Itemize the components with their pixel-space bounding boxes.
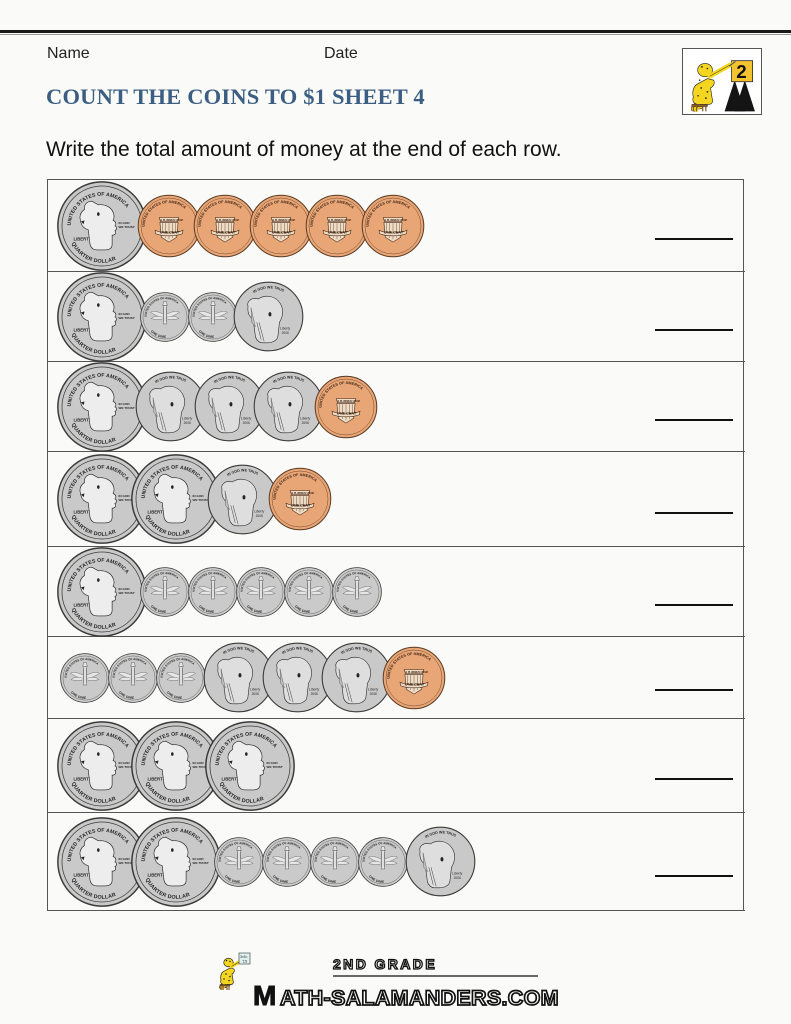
svg-text:ATH-SALAMANDERS.COM: ATH-SALAMANDERS.COM bbox=[280, 986, 559, 1010]
svg-text:M: M bbox=[253, 980, 276, 1011]
svg-text:2: 2 bbox=[736, 61, 746, 82]
svg-text:2ND GRADE: 2ND GRADE bbox=[333, 956, 437, 972]
svg-text:'15: '15 bbox=[242, 959, 248, 964]
